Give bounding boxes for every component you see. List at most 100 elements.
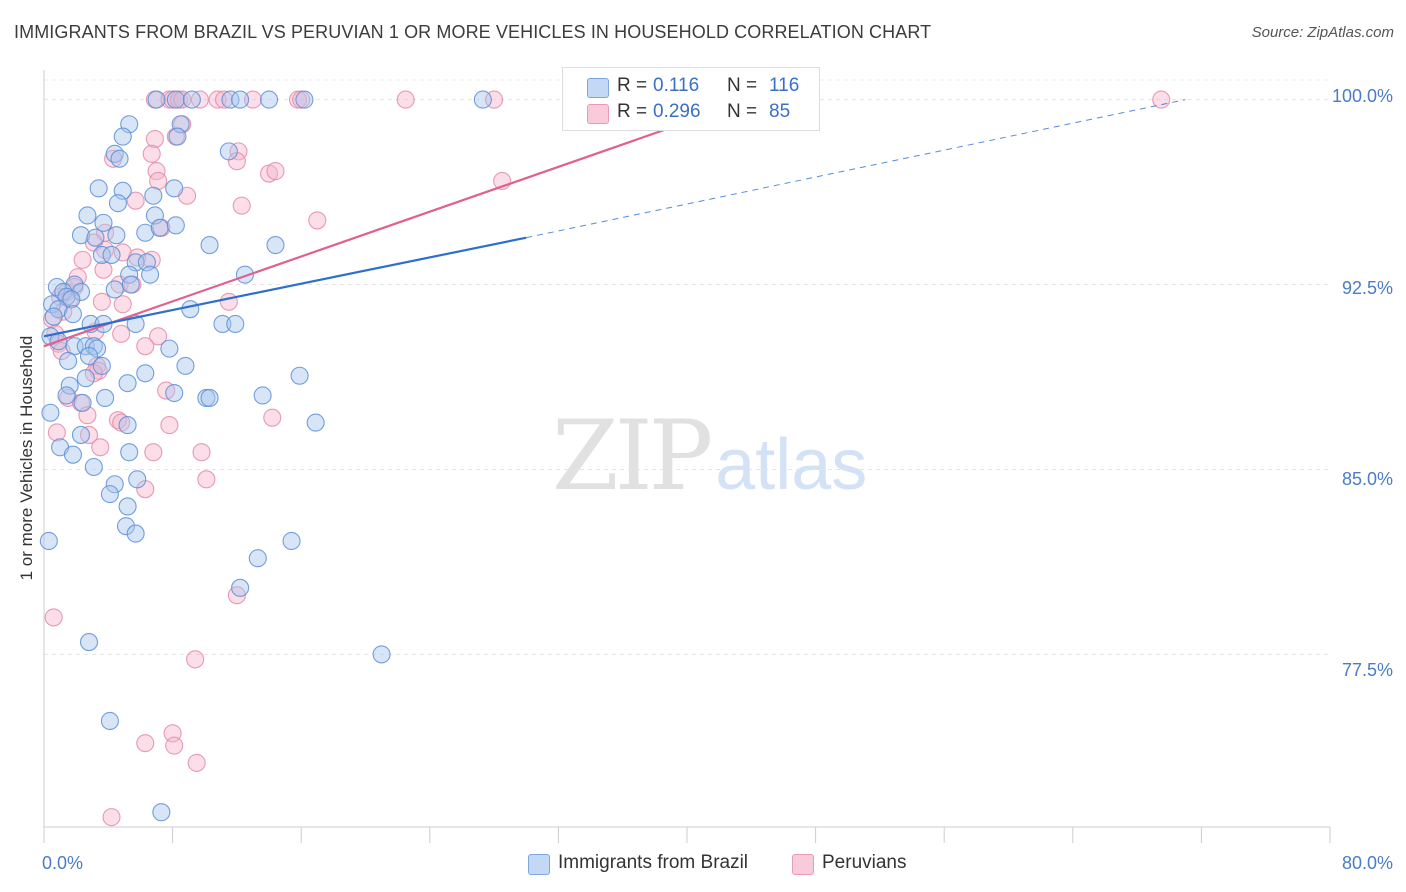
peruvians-point	[112, 324, 131, 343]
brazil-point	[92, 356, 111, 375]
legend-n-label: N =	[727, 101, 758, 122]
brazil-point	[113, 127, 132, 146]
peruvians-point	[47, 423, 66, 442]
peruvians-point	[144, 443, 163, 462]
legend-n-value: 116	[769, 75, 800, 96]
brazil-point	[96, 388, 115, 408]
brazil-point	[44, 307, 63, 326]
brazil-trend-line	[43, 236, 527, 338]
brazil-point	[116, 517, 136, 536]
source-value[interactable]: ZipAtlas.com	[1307, 24, 1394, 41]
peruvians-point	[263, 408, 282, 427]
peruvians-point	[149, 327, 168, 346]
peruvians-point	[214, 90, 234, 109]
peruvians-point	[145, 129, 164, 149]
brazil-point	[235, 265, 254, 284]
y-tick-label-77-5: 77.5%	[1341, 660, 1393, 680]
brazil-points	[39, 90, 492, 822]
series-swatch-brazil	[528, 854, 550, 875]
peruvians-point	[113, 243, 132, 262]
brazil-point	[200, 236, 219, 255]
brazil-point	[84, 457, 103, 477]
brazil-point	[221, 90, 240, 109]
y-axis-label: 1 or more Vehicles in Household	[17, 335, 36, 581]
peruvians-point	[91, 438, 110, 457]
brazil-point	[78, 206, 97, 225]
brazil-point	[166, 216, 185, 235]
legend-n-label: N =	[727, 75, 758, 96]
y-tick-label-85: 85.0%	[1341, 469, 1393, 489]
brazil-point	[79, 346, 99, 366]
peruvians-point	[308, 211, 327, 230]
brazil-point	[182, 90, 201, 109]
brazil-point	[306, 413, 325, 432]
brazil-point	[372, 645, 391, 664]
peruvians-point	[126, 191, 145, 210]
peruvians-point	[149, 171, 168, 191]
brazil-point	[62, 290, 81, 309]
peruvians-point	[208, 90, 227, 109]
peruvians-point	[173, 90, 192, 109]
brazil-point	[213, 314, 232, 334]
source-attribution: Source: ZipAtlas.com	[1252, 24, 1394, 41]
legend-swatch-brazil	[587, 78, 609, 98]
peruvians-point	[192, 443, 211, 462]
brazil-point	[71, 425, 91, 444]
series-name-peruvians: Peruvians	[822, 852, 907, 873]
peruvians-point	[142, 250, 161, 269]
brazil-point	[100, 485, 119, 504]
brazil-point	[136, 223, 155, 242]
legend-swatch-peruvians	[587, 104, 609, 124]
brazil-point	[141, 265, 160, 284]
brazil-point	[73, 393, 92, 412]
source-label: Source:	[1251, 24, 1304, 41]
x-tick-label-max: 80.0%	[1341, 853, 1393, 873]
peruvians-point	[92, 292, 111, 311]
peruvians-point	[266, 162, 285, 181]
brazil-point	[150, 218, 169, 237]
brazil-point	[92, 245, 111, 264]
brazil-point	[118, 497, 137, 516]
brazil-point	[102, 245, 121, 264]
legend-r-label: R =	[617, 75, 648, 96]
peruvians-point	[197, 470, 216, 489]
brazil-point	[71, 226, 91, 245]
brazil-point	[84, 337, 103, 356]
peruvians-point	[94, 260, 113, 279]
brazil-point	[226, 314, 245, 334]
brazil-point	[76, 369, 95, 388]
peruvians-point	[44, 608, 63, 627]
brazil-point	[105, 475, 124, 494]
series-swatch-peruvians	[792, 854, 814, 875]
peruvians-point	[219, 292, 238, 311]
brazil-trend-extension	[526, 99, 1186, 239]
y-tick-label-92-5: 92.5%	[1341, 278, 1393, 298]
brazil-point	[295, 90, 314, 109]
x-tick-label-min: 0.0%	[42, 853, 84, 873]
trend-lines	[43, 98, 1186, 348]
brazil-point	[105, 280, 124, 299]
brazil-point	[136, 364, 155, 383]
legend-r-value: 0.116	[653, 75, 700, 96]
brazil-point	[86, 228, 105, 247]
brazil-point	[144, 186, 163, 205]
brazil-point	[105, 144, 124, 163]
peruvians-point	[136, 337, 155, 356]
brazil-point	[231, 578, 250, 597]
brazil-point	[259, 90, 279, 109]
brazil-point	[71, 282, 91, 301]
watermark: ZIPatlas	[552, 400, 867, 512]
peruvians-point	[396, 90, 415, 109]
correlation-legend: R = 0.116 N = 116 R = 0.296 N = 85	[562, 67, 820, 131]
chart-title: IMMIGRANTS FROM BRAZIL VS PERUVIAN 1 OR …	[14, 22, 932, 42]
peruvians-point	[232, 196, 251, 215]
brazil-point	[57, 386, 76, 405]
peruvians-point	[243, 90, 263, 109]
watermark-zip: ZIP	[552, 400, 713, 512]
brazil-point	[63, 445, 82, 464]
axes	[43, 70, 1331, 843]
peruvians-point	[142, 144, 161, 163]
brazil-point	[473, 90, 492, 109]
brazil-point	[219, 142, 238, 161]
